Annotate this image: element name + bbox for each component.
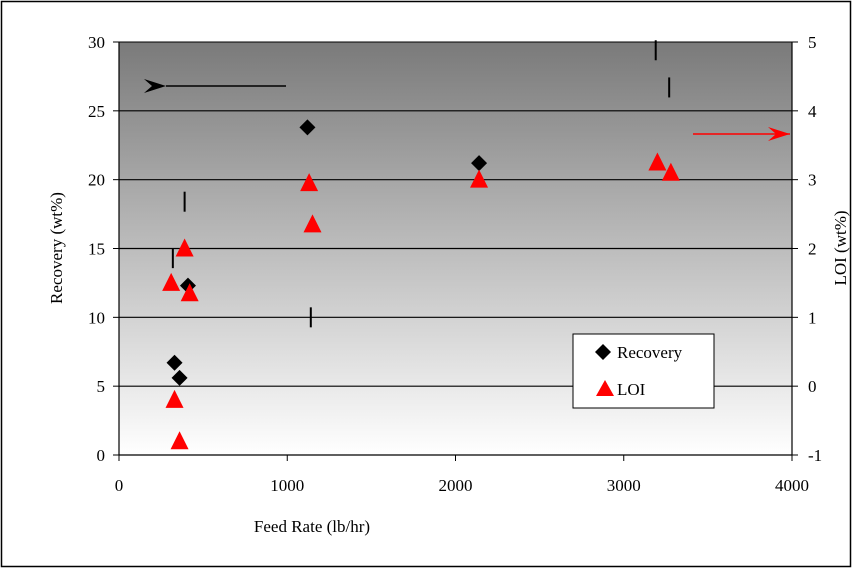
y-axis-label: Recovery (wt%) bbox=[47, 192, 66, 304]
y-tick-label: 10 bbox=[88, 308, 105, 327]
y-tick-label: 15 bbox=[88, 240, 105, 259]
recovery-point bbox=[299, 119, 316, 136]
legend: Recovery LOI bbox=[572, 333, 715, 409]
legend-recovery-label: Recovery bbox=[617, 343, 683, 362]
legend-recovery-marker bbox=[595, 344, 611, 360]
x-tick-label: 3000 bbox=[607, 476, 641, 495]
y2-tick-label: 2 bbox=[808, 240, 817, 259]
y2-tick-label: 4 bbox=[808, 102, 817, 121]
x-axis-ticks: 0 1000 2000 3000 4000 bbox=[115, 455, 809, 495]
x-tick-label: 2000 bbox=[439, 476, 473, 495]
recovery-point bbox=[171, 369, 188, 386]
y-tick-label: 5 bbox=[97, 377, 106, 396]
loi-point bbox=[165, 389, 184, 408]
x-axis-label: Feed Rate (lb/hr) bbox=[254, 517, 370, 536]
y-tick-label: 25 bbox=[88, 102, 105, 121]
y-tick-label: 0 bbox=[97, 446, 106, 465]
y2-tick-label: 1 bbox=[808, 308, 817, 327]
y2-tick-label: 0 bbox=[808, 377, 817, 396]
loi-point bbox=[170, 431, 189, 450]
left-axis-ticks: 0 5 10 15 20 25 30 bbox=[88, 33, 119, 465]
legend-loi-marker bbox=[596, 380, 614, 396]
y2-tick-label: 3 bbox=[808, 171, 817, 190]
y2-tick-label: 5 bbox=[808, 33, 817, 52]
loi-point bbox=[303, 214, 322, 233]
loi-point bbox=[470, 169, 489, 188]
x-tick-label: 4000 bbox=[775, 476, 809, 495]
y2-tick-label: -1 bbox=[808, 446, 822, 465]
y-tick-label: 20 bbox=[88, 171, 105, 190]
loi-point bbox=[180, 283, 199, 302]
x-tick-label: 1000 bbox=[270, 476, 304, 495]
legend-loi-label: LOI bbox=[617, 380, 646, 399]
recovery-point bbox=[166, 354, 183, 371]
loi-point bbox=[661, 162, 680, 181]
gridlines bbox=[119, 110, 792, 387]
loi-point bbox=[175, 238, 194, 257]
y2-axis-label: LOI (wt%) bbox=[831, 210, 850, 285]
recovery-point bbox=[471, 155, 488, 172]
y-tick-label: 30 bbox=[88, 33, 105, 52]
loi-point bbox=[162, 272, 181, 291]
x-tick-label: 0 bbox=[115, 476, 124, 495]
data-marks bbox=[162, 119, 680, 450]
loi-point bbox=[300, 173, 319, 192]
annotations bbox=[144, 40, 790, 328]
loi-point bbox=[648, 152, 667, 171]
right-axis-ticks: -1 0 1 2 3 4 5 bbox=[792, 33, 822, 465]
